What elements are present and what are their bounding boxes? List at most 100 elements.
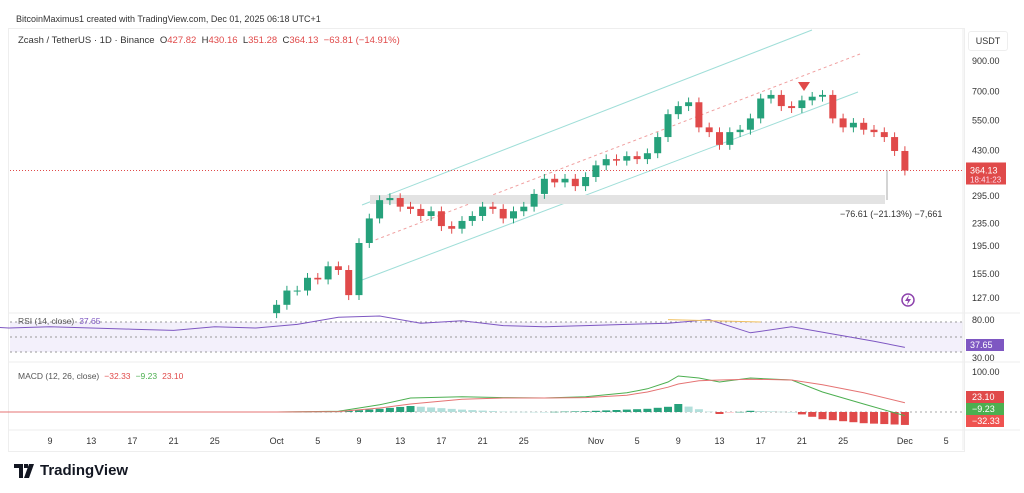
channel-lower	[361, 91, 859, 281]
time-tick: 25	[210, 436, 220, 446]
candle-body	[551, 178, 559, 183]
rsi-line	[0, 315, 905, 348]
macd-histogram-bar	[458, 409, 466, 412]
macd-histogram-bar	[756, 411, 765, 412]
macd-histogram-bar	[890, 412, 899, 425]
candle-body	[746, 118, 754, 130]
macd-histogram-bar	[344, 410, 353, 412]
macd-histogram-bar	[540, 412, 549, 413]
macd-histogram-bar	[519, 411, 528, 413]
candle-body	[273, 304, 281, 314]
macd-histogram-bar	[653, 407, 662, 412]
open-label: O	[159, 35, 168, 46]
macd-histogram-bar	[643, 408, 652, 412]
close-value: 364.13	[289, 35, 319, 46]
macd-histogram-bar	[427, 407, 436, 412]
candle-body	[293, 290, 301, 292]
lightning-bolt-icon	[905, 295, 911, 305]
macd-histogram-bar	[900, 412, 909, 425]
candle-body	[705, 127, 713, 133]
price-tick: 700.00	[972, 86, 1000, 96]
signal-value: 23.10	[162, 371, 184, 381]
time-tick: 17	[756, 436, 766, 446]
signal-line	[0, 378, 906, 413]
time-tick: 9	[356, 436, 361, 446]
candle-body	[633, 156, 641, 160]
candle-body	[870, 129, 878, 133]
price-tick: 155.00	[972, 269, 1000, 279]
candle-body	[777, 94, 785, 107]
price-tick: 550.00	[972, 116, 1000, 126]
price-tick: 195.00	[972, 241, 1000, 251]
candle-body	[540, 178, 548, 194]
price-tick: 235.00	[972, 218, 1000, 228]
candle-body	[582, 177, 590, 187]
channel-upper	[361, 29, 813, 206]
time-tick: 13	[86, 436, 96, 446]
rsi-value: 37.65	[79, 316, 101, 326]
macd-histogram-bar	[365, 409, 374, 412]
time-tick: 5	[315, 436, 320, 446]
tradingview-logo-icon	[14, 463, 34, 478]
time-tick: 13	[714, 436, 724, 446]
macd-tag-value: −9.23	[972, 404, 995, 414]
candle-body	[788, 106, 796, 109]
candle-body	[345, 269, 353, 296]
macd-hist-value: −32.33	[104, 371, 131, 381]
signal-tag	[966, 391, 1004, 403]
candle-body	[736, 129, 744, 133]
macd-histogram-bar	[859, 412, 868, 424]
candle-body	[376, 200, 384, 219]
support-zone	[370, 195, 885, 204]
chart-frame	[8, 28, 965, 452]
time-tick: 25	[838, 436, 848, 446]
time-tick: Oct	[270, 436, 285, 446]
tradingview-logo[interactable]: TradingView	[14, 462, 128, 479]
candle-body	[654, 137, 662, 154]
candle-body	[674, 106, 682, 115]
signal-tag-value: 23.10	[972, 392, 995, 402]
candle-body	[602, 159, 610, 166]
time-tick: Dec	[897, 436, 914, 446]
macd-histogram-bar	[777, 411, 786, 413]
brand-name: TradingView	[40, 462, 129, 479]
macd-histogram-bar	[602, 410, 611, 412]
time-tick: 9	[47, 436, 52, 446]
open-value: 427.82	[167, 35, 197, 46]
low-label: L	[242, 35, 249, 46]
macd-histogram-bar	[612, 410, 621, 412]
macd-histogram-bar	[385, 407, 394, 412]
change-value: −63.81 (−14.91%)	[323, 35, 400, 46]
macd-histogram-bar	[478, 410, 487, 412]
macd-value: −9.23	[136, 371, 158, 381]
macd-histogram-bar	[622, 409, 631, 412]
hist-tag-value: −32.33	[972, 416, 1000, 426]
macd-histogram-bar	[828, 412, 837, 421]
candle-body	[520, 206, 528, 212]
candle-body	[304, 277, 311, 291]
last-price-tag	[966, 162, 1006, 185]
time-tick: 17	[436, 436, 446, 446]
candle-body	[664, 114, 672, 138]
sell-signal-icon	[798, 82, 810, 91]
time-tick: 21	[797, 436, 807, 446]
macd-histogram-bar	[797, 412, 806, 415]
candle-body	[468, 215, 476, 221]
candle-body	[407, 206, 414, 209]
macd-histogram-bar	[488, 411, 497, 412]
macd-histogram-bar	[406, 406, 415, 412]
currency-button[interactable]: USDT	[968, 31, 1008, 51]
high-label: H	[201, 35, 209, 46]
macd-histogram-bar	[550, 411, 559, 413]
macd-histogram-bar	[396, 406, 405, 412]
candle-body	[427, 211, 435, 216]
candle-body	[530, 193, 538, 207]
macd-histogram-bar	[591, 410, 600, 412]
candle-body	[365, 218, 373, 243]
macd-histogram-bar	[880, 412, 889, 425]
symbol-legend: Zcash / TetherUS · 1D · Binance O427.82 …	[18, 35, 400, 46]
candle-body	[489, 206, 497, 209]
candle-body	[396, 198, 404, 207]
price-tick: 900.00	[972, 56, 1000, 66]
